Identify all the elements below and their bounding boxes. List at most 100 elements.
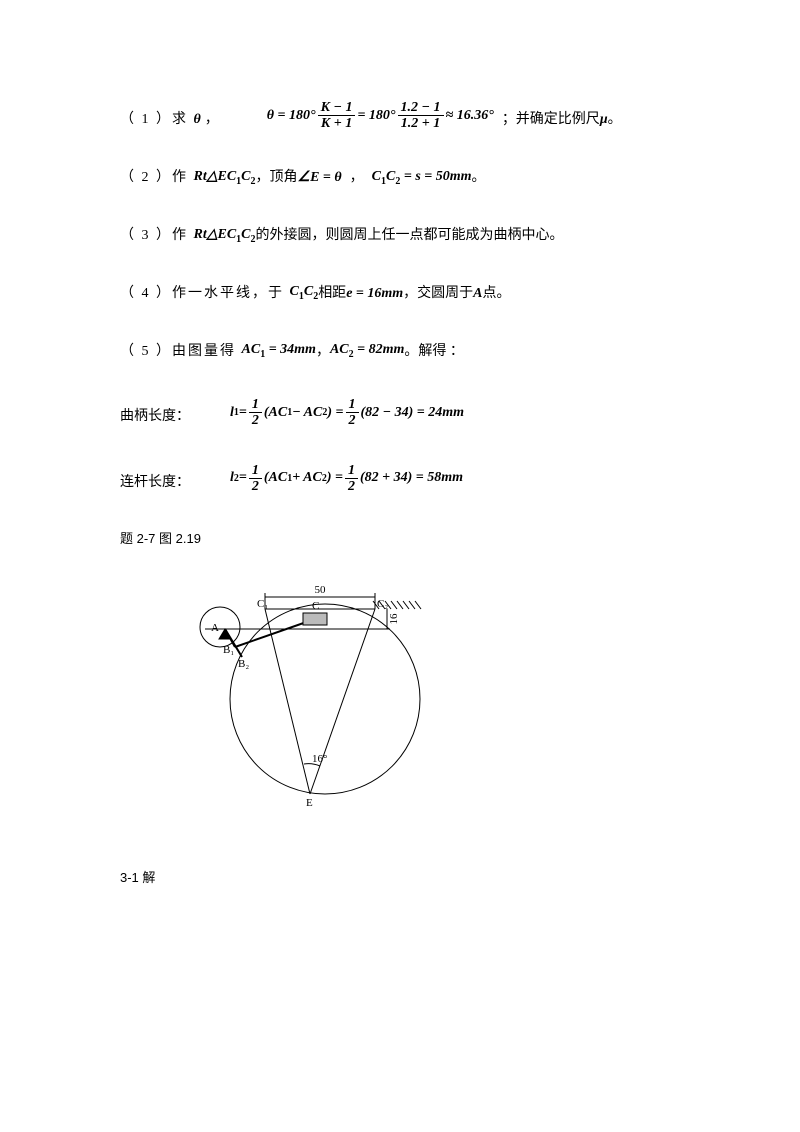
rt2-text: Rt△EC [194,227,237,242]
label-b1: B₁ [223,644,234,656]
ch1n: 1 [249,397,262,413]
s4-c2: C [304,284,313,299]
e-value: e = 16mm [346,283,403,305]
rh1d: 2 [249,479,262,494]
figure-caption: 题 2-7 图 2.19 [120,529,690,550]
step-4-suffix: ，交圆周于 [403,283,473,305]
formula-approx: ≈ 16.36° [446,105,494,127]
label-e: E [306,797,313,809]
rt-triangle-2: Rt△EC1C2 [194,224,256,248]
s4-c1: C [290,284,299,299]
step-4-period: 点。 [483,283,511,305]
crank-formula: l1 = 12 (AC1 − AC2 ) = 12 (82 − 34) = 24… [230,397,464,429]
step-1-period: 。 [608,109,622,131]
step-1-comma: ， [205,109,219,131]
ch2d: 2 [346,413,359,428]
crank-length: 曲柄长度： l1 = 12 (AC1 − AC2 ) = 12 (82 − 34… [120,397,690,429]
frac1-den: K + 1 [318,116,356,131]
section-3-1: 3-1 解 [120,868,690,889]
document-page: （ 1 ）求 θ ， θ = 180° K − 1 K + 1 = 180° 1… [0,0,800,959]
label-a: A [211,622,219,634]
step-5-suffix: 。解得 ： [404,341,464,363]
step-3: （ 3 ）作 Rt△EC1C2 的外接圆，则圆周上任一点都可能成为曲柄中心。 [120,224,690,248]
rt-triangle-1: Rt△EC1C2 [194,166,256,190]
step-1-label: （ 1 ）求 [120,109,194,131]
rod-formula: l2 = 12 (AC1 + AC2 ) = 12 (82 + 34) = 58… [230,463,463,495]
rod-plus: + AC [292,467,322,489]
label-b2: B₂ [238,658,249,670]
formula-mid: = 180° [357,105,395,127]
ac2-text: AC [330,342,349,357]
step-4-label: （ 4 ）作一水平线，于 [120,283,290,305]
line-e-c1 [265,609,310,794]
label-dim-50: 50 [315,584,327,596]
label-c1: C₁ [257,598,268,610]
rod-p2: ) = [327,467,343,489]
crank-p1: (AC [264,402,287,424]
crank-circle [200,607,240,647]
mechanism-diagram: C₁ C₂ C A B₁ B₂ E 50 16 16° [180,579,440,819]
rt2-c2: C [241,227,250,242]
rod-p1: (AC [264,467,287,489]
rt-text: Rt△EC [194,169,237,184]
step-1-formula: θ = 180° K − 1 K + 1 = 180° 1.2 − 1 1.2 … [267,100,494,132]
c1c2-ref: C1C2 [290,281,319,305]
step-2-label: （ 2 ）作 [120,167,194,189]
step-1-suffix: ；并确定比例尺 [502,109,600,131]
ch2n: 1 [346,397,359,413]
ac1-v: = 34mm [265,342,316,357]
label-c2: C₂ [377,598,388,610]
rod-label: 连杆长度： [120,472,190,494]
frac2-den: 1.2 + 1 [398,116,444,131]
crank-val: (82 − 34) = 24mm [361,402,465,424]
cc-eq: = s = 50mm [400,169,471,184]
rt-c2: C [241,169,250,184]
step-5: （ 5 ）由图量得 AC1 = 34mm ， AC2 = 82mm 。解得 ： [120,339,690,363]
figure-2-19: C₁ C₂ C A B₁ B₂ E 50 16 16° [180,579,690,827]
slider-block [303,613,327,625]
rod-length: 连杆长度： l2 = 12 (AC1 + AC2 ) = 12 (82 + 34… [120,463,690,495]
ch1d: 2 [249,413,262,428]
crank-minus: − AC [292,402,322,424]
label-c: C [312,600,319,612]
c1c2-dist: C1C2 = s = 50mm [372,166,472,190]
step-2: （ 2 ）作 Rt△EC1C2 ，顶角 ∠E = θ ， C1C2 = s = … [120,166,690,190]
step-2-period: 。 [472,167,486,189]
cc-c2: C [386,169,395,184]
frac-1: K − 1 K + 1 [318,100,356,132]
mu-symbol: μ [600,109,608,131]
frac-2: 1.2 − 1 1.2 + 1 [398,100,444,132]
frac1-num: K − 1 [318,100,356,116]
ac1-val: AC1 = 34mm [242,339,316,363]
step-4-mid: 相距 [318,283,346,305]
crank-eq1: = [239,402,247,424]
step-2-comma2: ， [350,167,364,189]
step-3-label: （ 3 ）作 [120,225,194,247]
label-dim-16: 16 [388,613,400,625]
theta-symbol: θ [194,109,201,131]
point-a: A [473,283,482,305]
crank-label: 曲柄长度： [120,406,190,428]
formula-prefix: θ = 180° [267,105,316,127]
step-2-mid1: ，顶角 [256,167,298,189]
circumscribed-circle [230,604,420,794]
rod-val: (82 + 34) = 58mm [360,467,463,489]
ac2-val: AC2 = 82mm [330,339,404,363]
rh2d: 2 [345,479,358,494]
crank-half2: 12 [346,397,359,429]
angle-e: ∠E = θ [298,167,342,189]
rod-half2: 12 [345,463,358,495]
step-3-suffix: 的外接圆，则圆周上任一点都可能成为曲柄中心。 [256,225,564,247]
label-angle-16: 16° [312,753,327,765]
step-5-label: （ 5 ）由图量得 [120,341,242,363]
step-1: （ 1 ）求 θ ， θ = 180° K − 1 K + 1 = 180° 1… [120,100,690,132]
ac2-v: = 82mm [354,342,405,357]
step-4: （ 4 ）作一水平线，于 C1C2 相距 e = 16mm ，交圆周于 A 点。 [120,281,690,305]
rod-half1: 12 [249,463,262,495]
rh2n: 1 [345,463,358,479]
crank-half1: 12 [249,397,262,429]
step-5-comma: ， [316,341,330,363]
ac1-text: AC [242,342,261,357]
frac2-num: 1.2 − 1 [398,100,444,116]
rod-eq1: = [239,467,247,489]
